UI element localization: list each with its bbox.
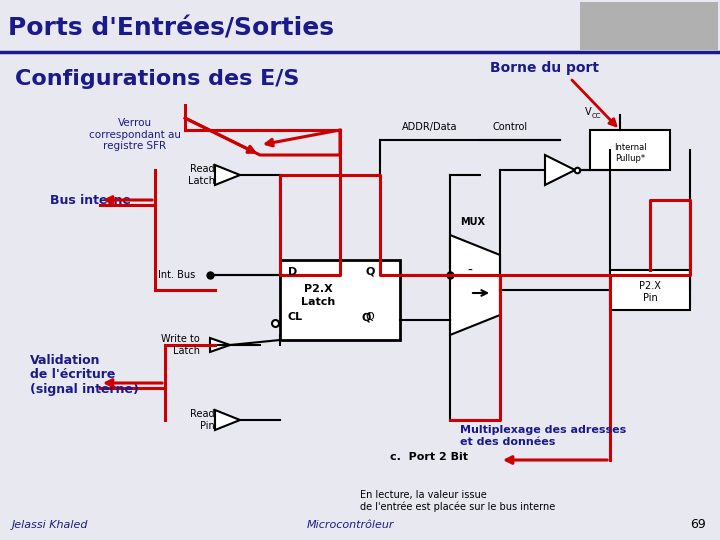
Text: -: -: [467, 264, 472, 278]
Text: P2.X: P2.X: [304, 284, 333, 294]
FancyBboxPatch shape: [580, 2, 718, 50]
Text: Internal
Pullup*: Internal Pullup*: [613, 143, 647, 163]
Polygon shape: [450, 235, 500, 335]
Text: Borne du port: Borne du port: [490, 61, 599, 75]
Text: 69: 69: [690, 518, 706, 531]
FancyBboxPatch shape: [590, 130, 670, 170]
Text: CL: CL: [288, 312, 303, 322]
Text: Read
Latch: Read Latch: [188, 164, 215, 186]
Text: Latch: Latch: [301, 297, 335, 307]
Text: P2.X
Pin: P2.X Pin: [639, 281, 661, 303]
Text: En lecture, la valeur issue
de l'entrée est placée sur le bus interne: En lecture, la valeur issue de l'entrée …: [360, 490, 555, 512]
FancyBboxPatch shape: [610, 270, 690, 310]
FancyBboxPatch shape: [280, 260, 400, 340]
Text: V: V: [585, 107, 592, 117]
Text: Write to
Latch: Write to Latch: [161, 334, 200, 356]
Polygon shape: [215, 410, 240, 430]
Text: D: D: [288, 267, 297, 277]
Text: Validation
de l'écriture
(signal interne): Validation de l'écriture (signal interne…: [30, 354, 139, 396]
Text: MUX: MUX: [460, 217, 485, 227]
Text: Control: Control: [492, 122, 528, 132]
Text: Bus interne: Bus interne: [50, 193, 131, 206]
Text: Verrou
correspondant au
registre SFR: Verrou correspondant au registre SFR: [89, 118, 181, 151]
Text: c.  Port 2 Bit: c. Port 2 Bit: [390, 452, 468, 462]
Text: Read
Pin: Read Pin: [190, 409, 215, 431]
Text: Microcontrôleur: Microcontrôleur: [306, 520, 394, 530]
Text: Multiplexage des adresses
et des données: Multiplexage des adresses et des données: [460, 426, 626, 447]
Polygon shape: [210, 338, 230, 352]
Text: CC: CC: [592, 113, 601, 119]
Text: Configurations des E/S: Configurations des E/S: [15, 69, 300, 89]
Polygon shape: [545, 155, 575, 185]
Text: Int. Bus: Int. Bus: [158, 270, 195, 280]
Polygon shape: [215, 165, 240, 185]
Text: Jelassi Khaled: Jelassi Khaled: [12, 520, 89, 530]
Text: Ports d'Entrées/Sorties: Ports d'Entrées/Sorties: [8, 16, 334, 40]
Text: Q̅: Q̅: [362, 312, 372, 322]
Text: Q̄: Q̄: [365, 312, 374, 322]
Text: ADDR/Data: ADDR/Data: [402, 122, 458, 132]
Text: Q: Q: [365, 267, 374, 277]
